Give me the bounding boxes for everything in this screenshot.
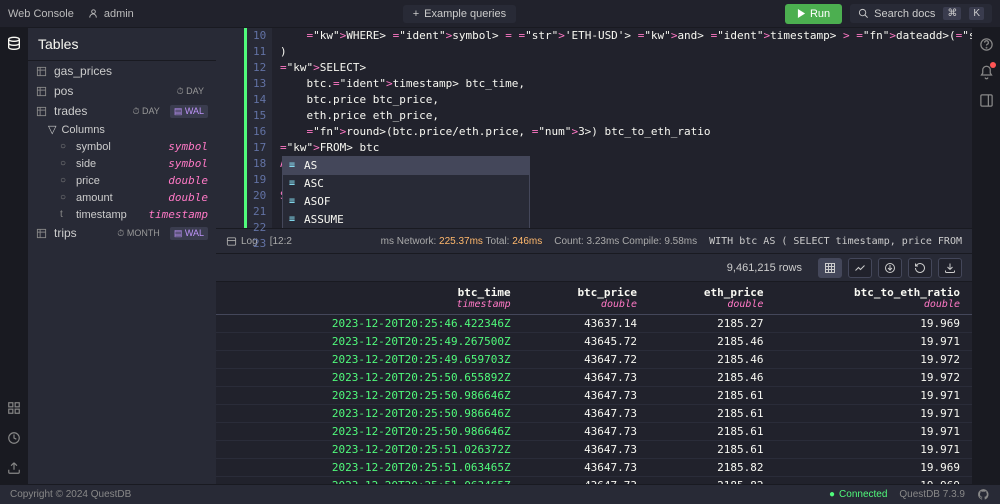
table-row[interactable]: 2023-12-20T20:25:51.026372Z43647.732185.… [216, 441, 972, 459]
table-icon [36, 66, 48, 77]
table-row[interactable]: 2023-12-20T20:25:50.986646Z43647.732185.… [216, 405, 972, 423]
column-row[interactable]: ○pricedouble [28, 172, 216, 189]
database-icon[interactable] [6, 36, 22, 52]
log-bar: Log [12:2 ms Network: 225.37ms Total: 24… [216, 228, 972, 254]
sql-editor[interactable]: 1011121314151617181920212223 ="kw">WHERE… [216, 28, 972, 228]
table-icon [36, 228, 48, 239]
results-toolbar: 9,461,215 rows [216, 254, 972, 282]
badge: ⏱ DAY [173, 85, 208, 98]
run-button[interactable]: Run [785, 4, 842, 24]
export-button[interactable] [938, 258, 962, 278]
sidebar-title: Tables [28, 28, 216, 61]
autocomplete-item[interactable]: ≡ASSUME [283, 211, 529, 228]
badge: ⏱ MONTH [113, 227, 164, 240]
table-row[interactable]: 2023-12-20T20:25:46.422346Z43637.142185.… [216, 315, 972, 333]
chart-view-button[interactable] [848, 258, 872, 278]
collapse-icon[interactable] [978, 92, 994, 108]
table-row[interactable]: 2023-12-20T20:25:51.063465Z43647.732185.… [216, 459, 972, 477]
column-row[interactable]: ○amountdouble [28, 189, 216, 206]
autocomplete-item[interactable]: ≡AS [283, 157, 529, 175]
log-timestamp: [12:2 [270, 236, 292, 247]
kbd-shortcut: ⌘ [943, 7, 961, 20]
badge: ▤ WAL [170, 105, 208, 118]
kbd-shortcut: K [969, 7, 984, 20]
grid-icon[interactable] [6, 400, 22, 416]
column-header[interactable]: eth_pricedouble [649, 282, 775, 315]
copyright: Copyright © 2024 QuestDB [10, 489, 131, 500]
refresh-button[interactable] [908, 258, 932, 278]
column-header[interactable]: btc_pricedouble [523, 282, 649, 315]
table-row[interactable]: 2023-12-20T20:25:51.063465Z43647.732185.… [216, 477, 972, 485]
github-icon[interactable] [977, 488, 990, 501]
right-rail [972, 28, 1000, 484]
results-grid[interactable]: btc_timetimestampbtc_pricedoubleeth_pric… [216, 282, 972, 484]
columns-header[interactable]: ▽Columns [28, 121, 216, 138]
column-row[interactable]: ○symbolsymbol [28, 138, 216, 155]
log-query: WITH btc AS ( SELECT timestamp, price FR… [709, 236, 962, 247]
row-count: 9,461,215 rows [727, 262, 802, 274]
table-row[interactable]: trades⏱ DAY▤ WAL [28, 101, 216, 121]
table-row[interactable]: 2023-12-20T20:25:49.267500Z43645.722185.… [216, 333, 972, 351]
table-row[interactable]: 2023-12-20T20:25:50.986646Z43647.732185.… [216, 423, 972, 441]
version: QuestDB 7.3.9 [899, 489, 965, 500]
upload-icon[interactable] [6, 460, 22, 476]
badge: ⏱ DAY [128, 105, 163, 118]
table-row[interactable]: 2023-12-20T20:25:50.655892Z43647.732185.… [216, 369, 972, 387]
table-row[interactable]: gas_prices [28, 61, 216, 81]
history-icon[interactable] [6, 430, 22, 446]
table-icon [36, 86, 48, 97]
table-row[interactable]: trips⏱ MONTH▤ WAL [28, 223, 216, 243]
user-menu[interactable]: admin [88, 8, 134, 20]
left-rail [0, 28, 28, 484]
column-header[interactable]: btc_to_eth_ratiodouble [775, 282, 972, 315]
table-icon [36, 106, 48, 117]
autocomplete-item[interactable]: ≡ASC [283, 175, 529, 193]
autocomplete-popup[interactable]: ≡AS≡ASC≡ASOF≡ASSUMEƒasin≡ACCOUNTSƒabsƒac… [282, 156, 530, 228]
app-title: Web Console [8, 8, 74, 20]
autocomplete-item[interactable]: ≡ASOF [283, 193, 529, 211]
example-queries-button[interactable]: +Example queries [403, 5, 516, 23]
help-icon[interactable] [978, 36, 994, 52]
notifications-icon[interactable] [978, 64, 994, 80]
download-button[interactable] [878, 258, 902, 278]
footer: Copyright © 2024 QuestDB Connected Quest… [0, 484, 1000, 504]
column-row[interactable]: ttimestamptimestamp [28, 206, 216, 223]
badge: ▤ WAL [170, 227, 208, 240]
search-docs-input[interactable]: Search docs ⌘K [850, 4, 992, 23]
column-header[interactable]: btc_timetimestamp [216, 282, 523, 315]
topbar: Web Console admin +Example queries Run S… [0, 0, 1000, 28]
column-row[interactable]: ○sidesymbol [28, 155, 216, 172]
table-row[interactable]: pos⏱ DAY [28, 81, 216, 101]
connection-status: Connected [829, 489, 887, 500]
grid-view-button[interactable] [818, 258, 842, 278]
table-row[interactable]: 2023-12-20T20:25:50.986646Z43647.732185.… [216, 387, 972, 405]
sidebar: Tables gas_pricespos⏱ DAYtrades⏱ DAY▤ WA… [28, 28, 216, 484]
table-row[interactable]: 2023-12-20T20:25:49.659703Z43647.722185.… [216, 351, 972, 369]
